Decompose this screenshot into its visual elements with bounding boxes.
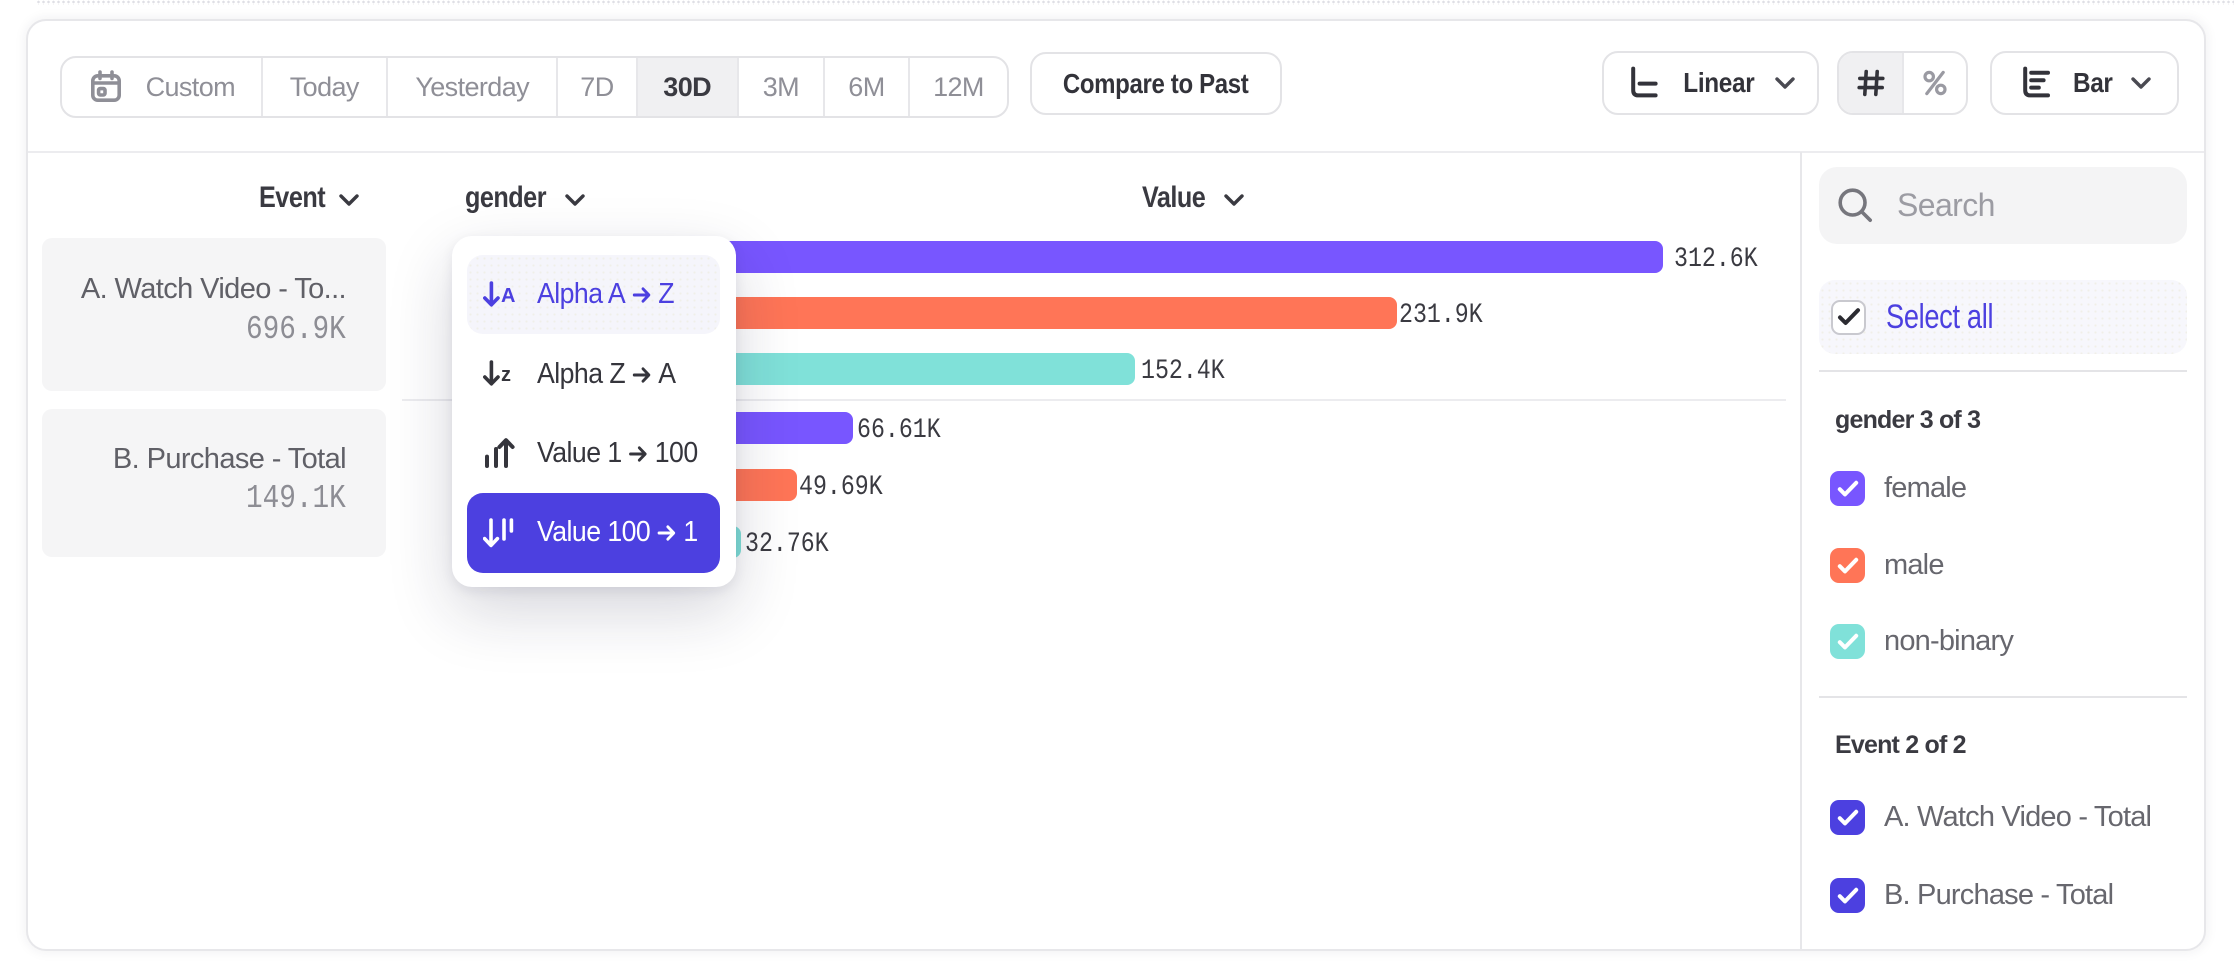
svg-text:A: A <box>501 285 515 307</box>
svg-text:z: z <box>501 364 511 386</box>
